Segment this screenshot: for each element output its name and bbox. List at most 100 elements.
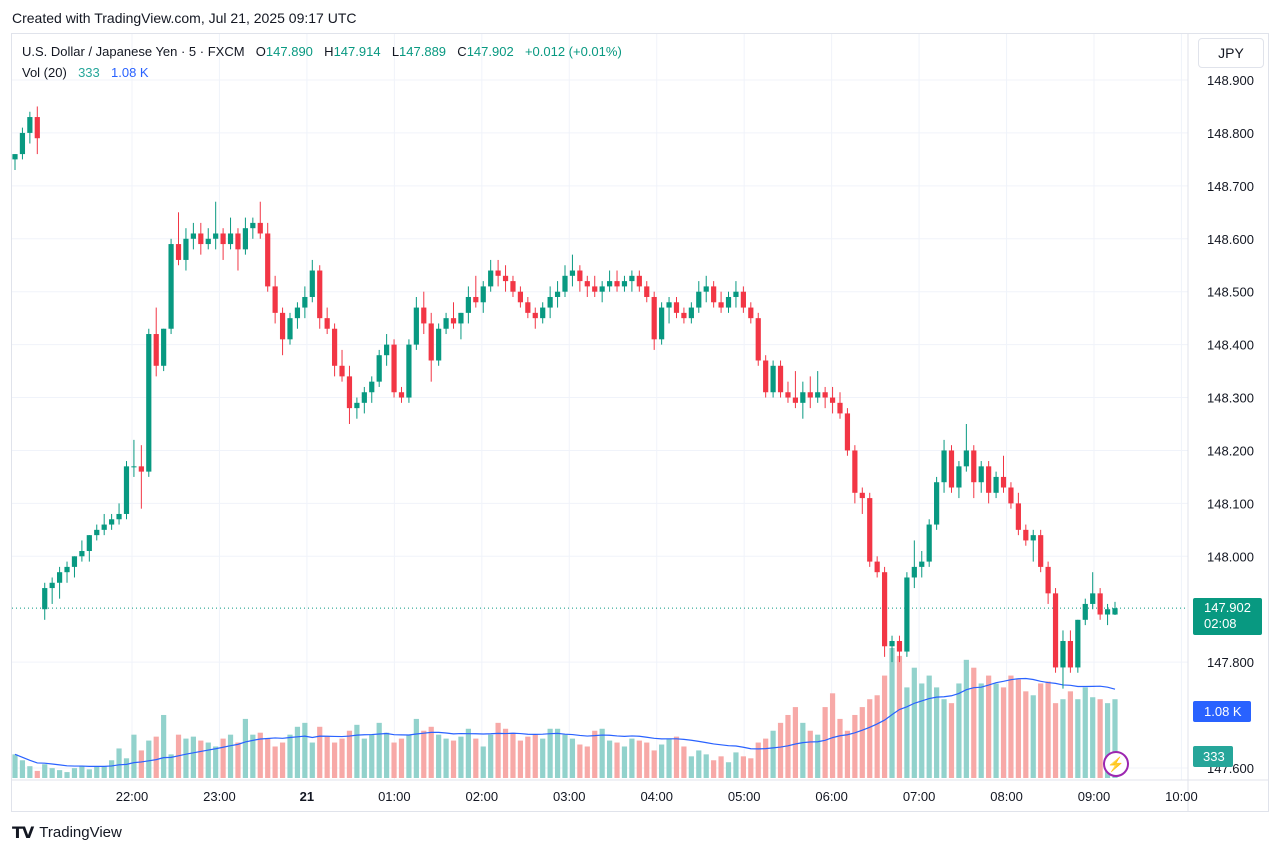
candle-body	[138, 466, 144, 472]
candle-body	[584, 281, 590, 287]
volume-bar	[428, 726, 434, 778]
volume-bar	[279, 742, 286, 778]
volume-bar	[644, 742, 650, 778]
y-tick-label: 148.300	[1207, 391, 1254, 406]
volume-bar	[339, 738, 345, 778]
volume-bar	[948, 703, 955, 778]
volume-bar	[138, 750, 144, 778]
volume-bar	[956, 683, 962, 778]
candle-body	[235, 233, 241, 250]
candle-body	[666, 302, 672, 308]
y-tick-label: 148.500	[1207, 285, 1254, 300]
volume-bar	[1090, 697, 1096, 778]
volume-bar	[1000, 687, 1007, 778]
volume-bar	[369, 734, 375, 778]
volume-label[interactable]: Vol (20)	[22, 65, 67, 80]
volume-bar	[146, 740, 152, 778]
volume-bar	[86, 769, 92, 778]
lightning-icon[interactable]: ⚡	[1103, 751, 1129, 777]
volume-bar	[986, 675, 992, 778]
candle-body	[688, 307, 694, 319]
volume-bar	[807, 730, 813, 778]
candle-body	[79, 551, 85, 557]
candle-body	[696, 291, 702, 308]
volume-bar	[101, 766, 107, 778]
candle-body	[406, 344, 412, 398]
candle-body	[1090, 593, 1096, 604]
volume-bar	[123, 758, 130, 778]
candle-body	[42, 588, 48, 610]
candle-body	[1045, 566, 1051, 594]
volume-bar	[495, 722, 501, 778]
candle-body	[473, 296, 479, 303]
x-tick-label: 08:00	[990, 789, 1023, 804]
volume-bar	[763, 738, 769, 778]
candle-body	[614, 281, 620, 287]
volume-bar	[458, 736, 464, 778]
candle-body	[1067, 640, 1074, 668]
candle-body	[1082, 603, 1088, 620]
symbol-label[interactable]: U.S. Dollar / Japanese Yen · 5 · FXCM	[22, 44, 245, 59]
volume-bar	[242, 718, 249, 778]
volume-bar	[993, 683, 999, 778]
candle-body	[763, 360, 769, 393]
volume-bar	[554, 728, 561, 778]
candle-body	[651, 296, 657, 340]
candle-body	[153, 334, 159, 366]
x-tick-label: 02:00	[466, 789, 499, 804]
volume-bar	[562, 734, 568, 778]
close-label: C	[457, 44, 467, 59]
candle-body	[458, 312, 464, 324]
volume-value-tag: 333	[1193, 746, 1233, 767]
currency-button[interactable]: JPY	[1198, 38, 1264, 68]
candle-body	[250, 222, 256, 229]
volume-bar	[294, 726, 301, 778]
x-tick-label: 09:00	[1078, 789, 1111, 804]
x-tick-label: 06:00	[815, 789, 848, 804]
volume-bar	[317, 726, 323, 778]
candle-body	[815, 392, 821, 398]
volume-bar	[673, 736, 680, 778]
candle-body	[733, 291, 739, 297]
volume-bar	[859, 707, 865, 778]
volume-bar	[161, 714, 167, 778]
open-value: 147.890	[265, 44, 313, 59]
volume-bar	[205, 742, 211, 778]
x-tick-label: 03:00	[553, 789, 586, 804]
candle-body	[465, 296, 471, 313]
volume-bar	[770, 730, 776, 778]
candle-body	[919, 561, 925, 567]
volume-bar	[235, 742, 241, 778]
candle-body	[436, 328, 442, 361]
candle-body	[488, 270, 494, 287]
volume-bar	[725, 762, 732, 778]
candle-body	[257, 222, 263, 234]
volume-bar	[302, 722, 308, 778]
bar-countdown: 02:08	[1204, 616, 1237, 631]
volume-bar	[1097, 699, 1103, 778]
candle-body	[331, 328, 338, 366]
volume-row: Vol (20) 333 1.08 K	[22, 64, 622, 85]
candle-body	[711, 286, 717, 303]
candle-body	[384, 344, 390, 356]
volume-bar	[398, 738, 405, 778]
candle-body	[792, 397, 799, 403]
volume-bar	[1008, 675, 1014, 778]
volume-bar	[517, 740, 524, 778]
candle-body	[34, 117, 40, 139]
candle-body	[725, 296, 732, 308]
volume-bar	[71, 768, 78, 778]
x-tick-label: 21	[300, 789, 314, 804]
candle-body	[346, 376, 353, 409]
candle-body	[109, 519, 115, 525]
volume-bar	[978, 683, 984, 778]
candle-body	[517, 291, 524, 303]
candle-body	[86, 535, 92, 552]
candle-body	[398, 392, 405, 398]
ohlc-row: U.S. Dollar / Japanese Yen · 5 · FXCM O1…	[22, 43, 622, 64]
tradingview-logo[interactable]: TV TradingView	[12, 823, 122, 842]
volume-bar	[473, 738, 479, 778]
volume-bar	[584, 746, 590, 778]
volume-bar	[748, 758, 754, 778]
